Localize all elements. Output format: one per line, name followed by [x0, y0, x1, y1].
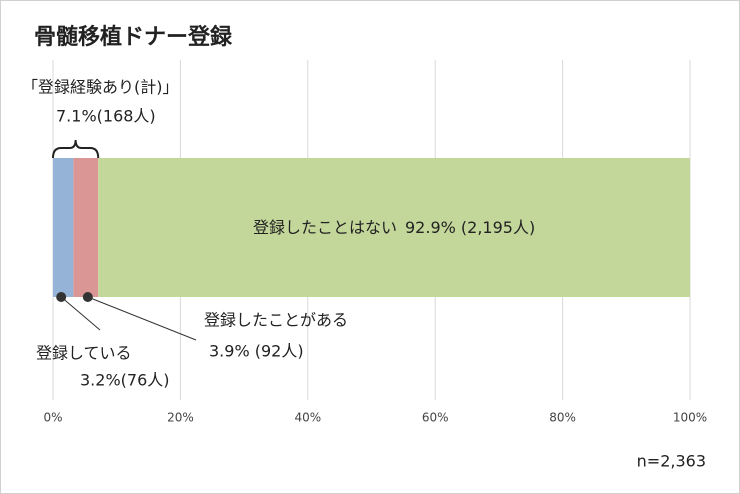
leader-dot [56, 292, 67, 302]
x-tick-label: 20% [167, 411, 194, 425]
bar-segment [53, 158, 74, 297]
bar-segment [98, 158, 691, 297]
leader-line [60, 296, 101, 331]
leader-dot [82, 292, 93, 302]
chart-title: 骨髄移植ドナー登録 [34, 24, 233, 50]
sample-size: n=2,363 [637, 452, 706, 471]
bar-segment [73, 158, 99, 297]
x-tick-label: 100% [673, 411, 707, 425]
data-label: 3.9% (92人) [209, 342, 304, 361]
brace [52, 139, 100, 159]
annotation: 7.1%(168人) [56, 107, 156, 126]
series-name: 登録している [36, 344, 132, 363]
series-name: 登録したことはない [253, 218, 397, 237]
x-tick-label: 80% [549, 411, 576, 425]
data-label: 3.2%(76人) [80, 371, 170, 390]
annotation: 「登録経験あり(計)」 [22, 78, 179, 97]
series-name: 登録したことがある [204, 311, 348, 330]
data-label-group: 登録したことはない 92.9% (2,195人) [253, 218, 535, 237]
x-tick-label: 60% [422, 411, 449, 425]
x-tick-label: 40% [294, 411, 321, 425]
data-label: 92.9% (2,195人) [405, 218, 535, 237]
x-tick-label: 0% [43, 411, 62, 425]
leader-line [87, 296, 197, 341]
